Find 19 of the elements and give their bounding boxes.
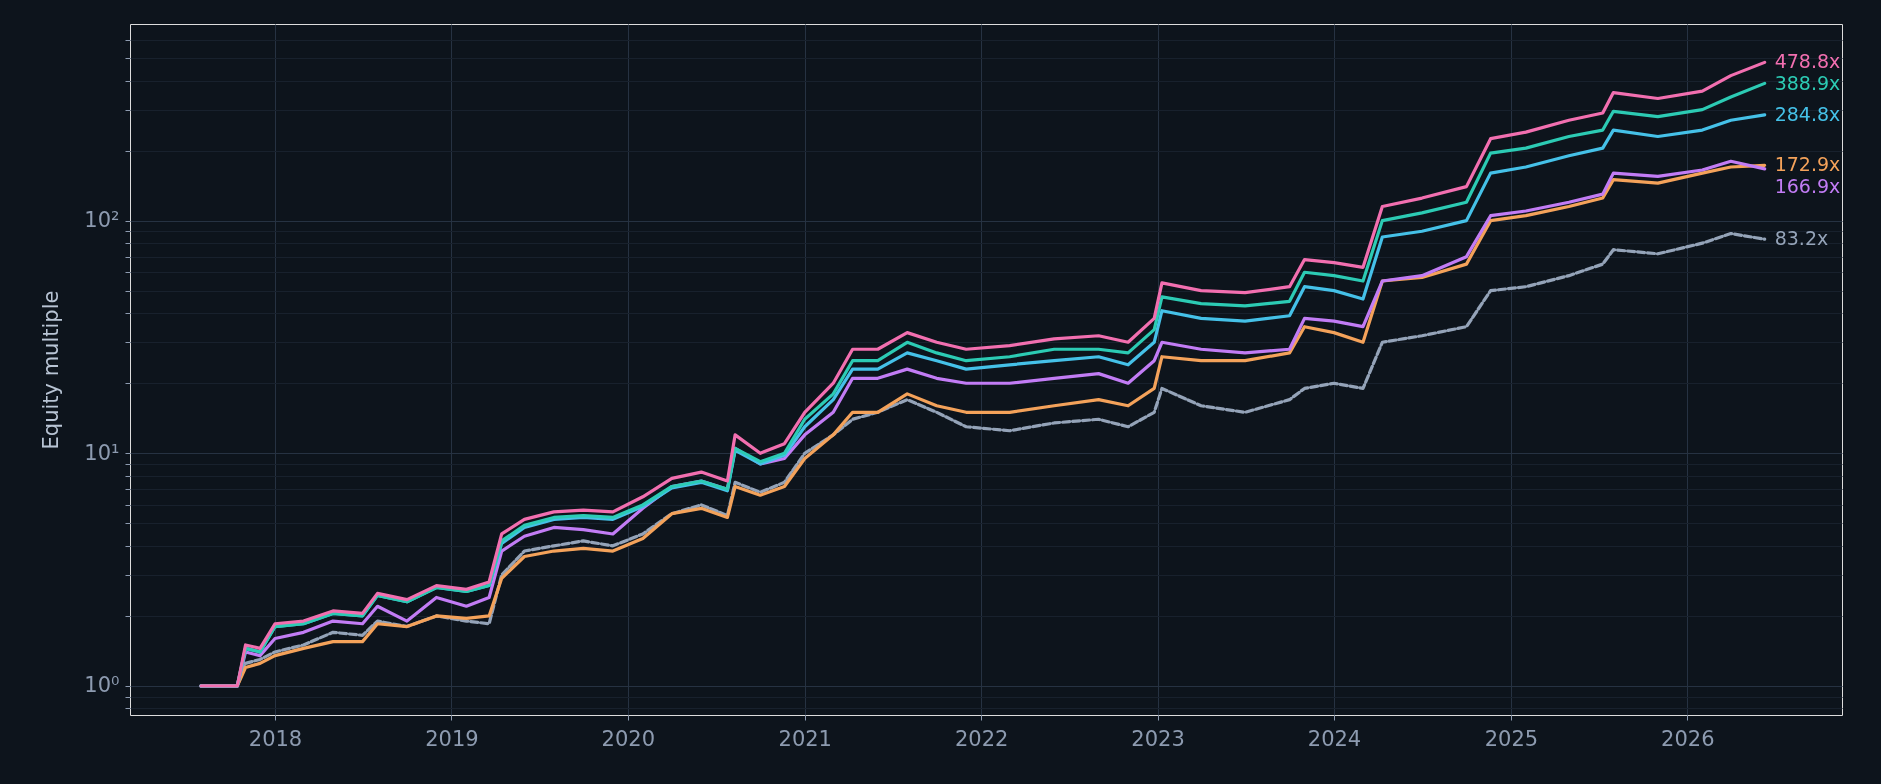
annotation: 284.8x <box>1774 102 1841 125</box>
x-tick-label: 2019 <box>425 726 479 751</box>
annotation: 478.8x <box>1774 50 1841 73</box>
annotation: 172.9x <box>1774 153 1841 176</box>
y-tick-label: 10⁰ <box>84 673 120 698</box>
x-tick-label: 2026 <box>1661 726 1715 751</box>
annotation: 83.2x <box>1774 227 1829 250</box>
x-tick-label: 2025 <box>1484 726 1539 751</box>
x-tick-label: 2018 <box>248 726 303 751</box>
x-tick-label: 2023 <box>1131 726 1185 751</box>
x-tick-label: 2024 <box>1307 726 1362 751</box>
y-tick-label: 10² <box>84 208 120 233</box>
x-tick-label: 2020 <box>601 726 656 751</box>
annotation: 388.9x <box>1774 72 1841 95</box>
x-tick-label: 2022 <box>954 726 1009 751</box>
y-axis-title: Equity multiple <box>39 290 64 450</box>
annotation: 166.9x <box>1774 175 1841 198</box>
y-tick-label: 10¹ <box>84 440 120 465</box>
x-tick-label: 2021 <box>778 726 832 751</box>
